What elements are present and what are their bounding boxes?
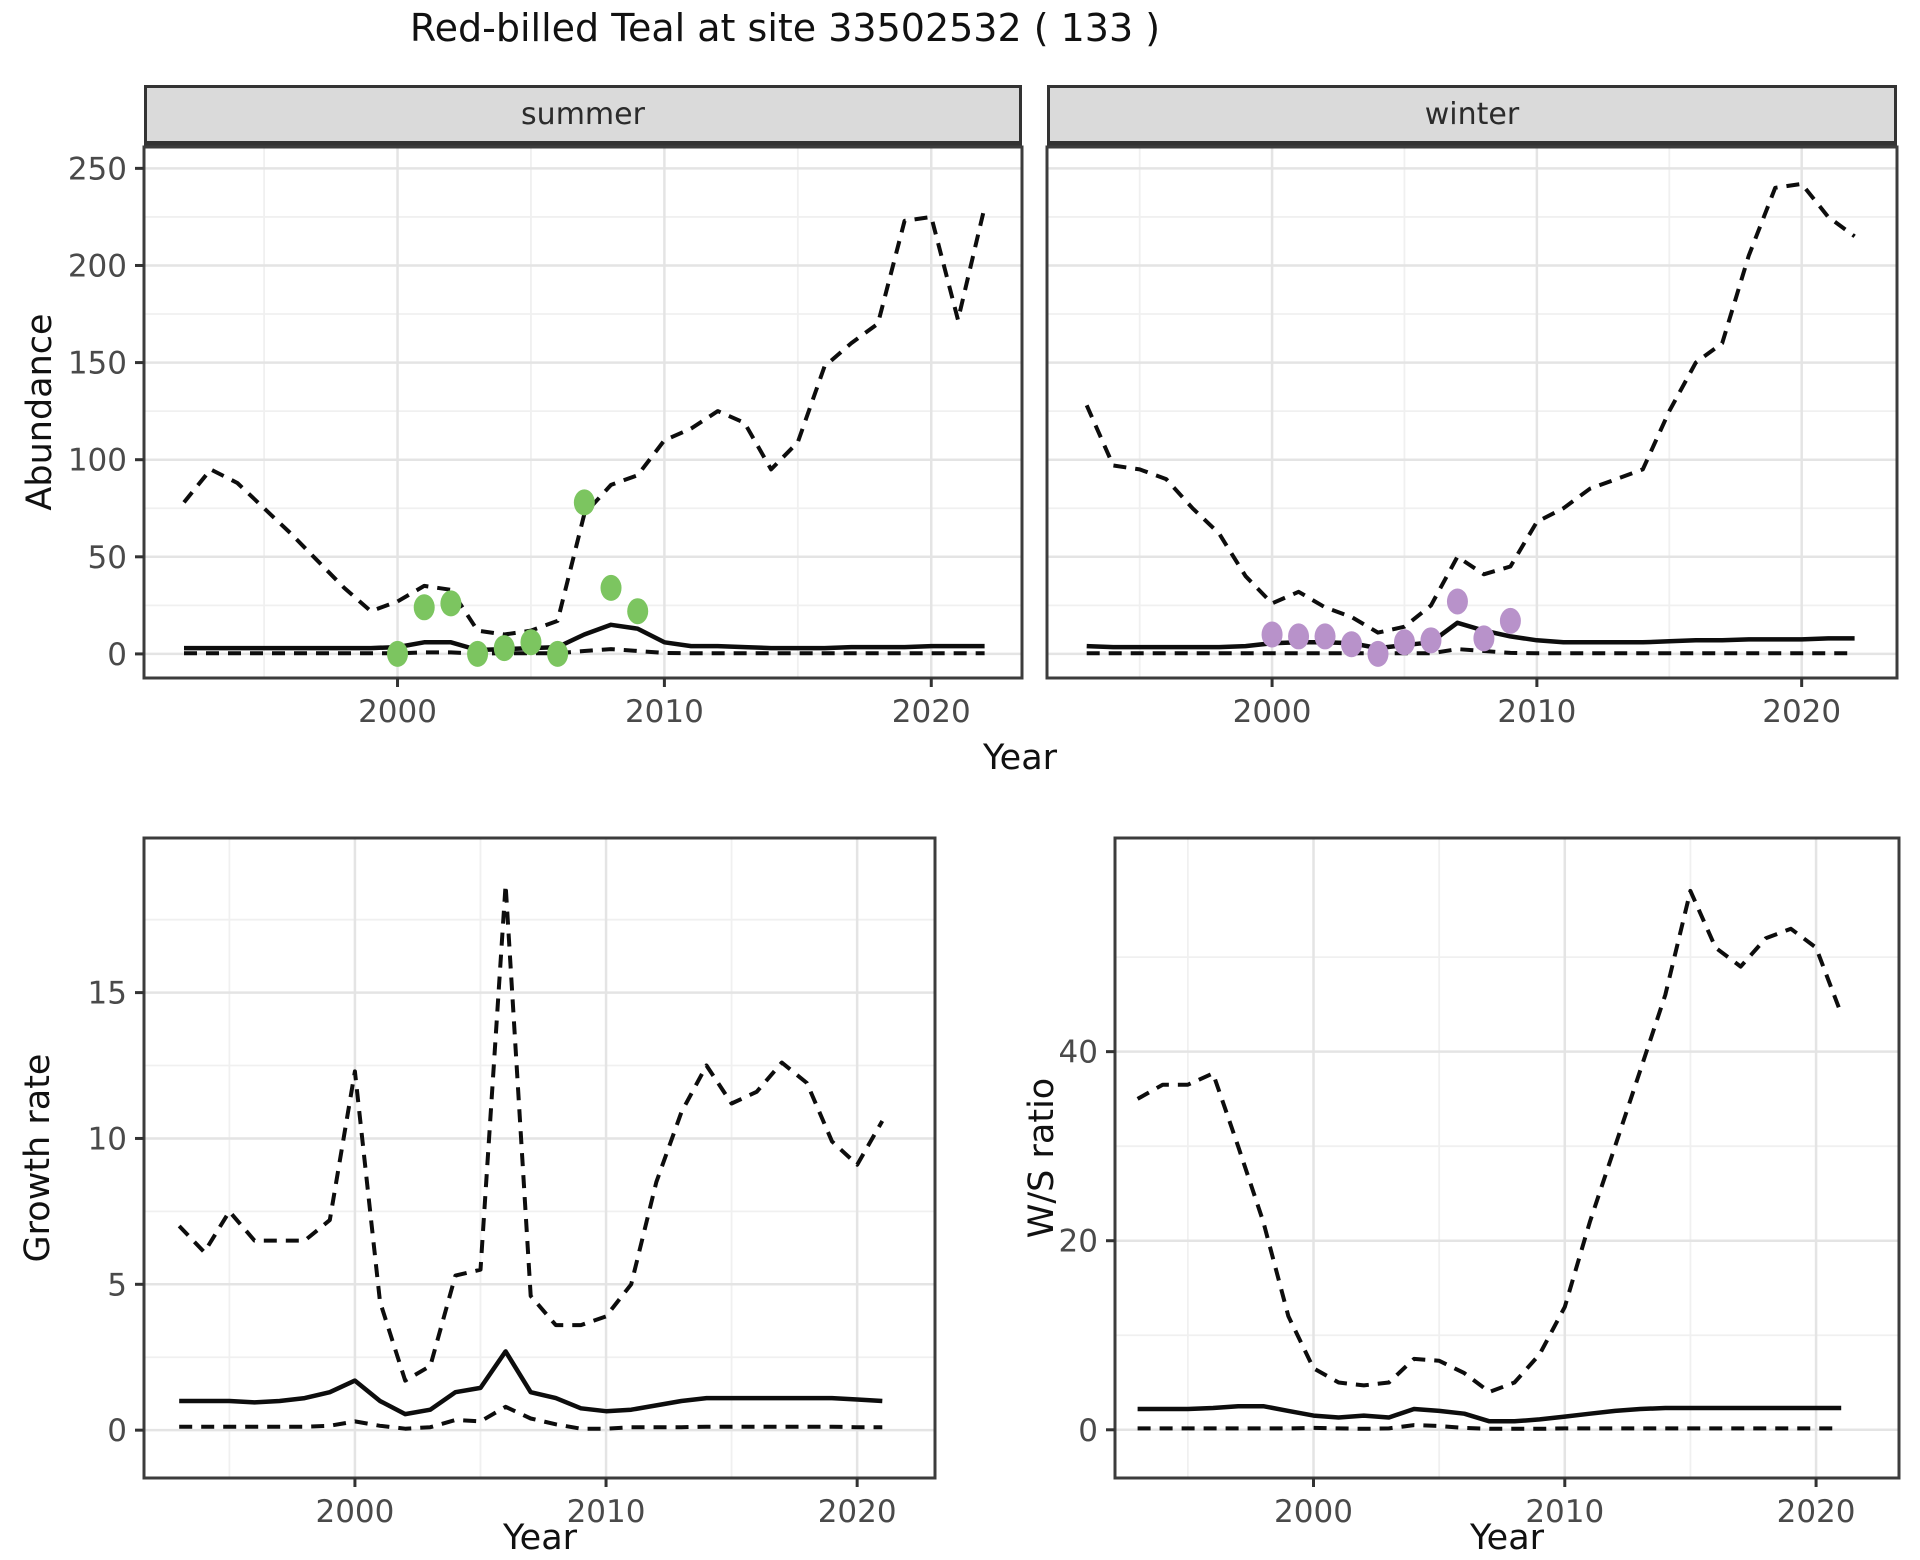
series-median_model_estimate (184, 622, 985, 653)
y-tick-label: 5 (107, 1267, 127, 1303)
series-upper_97_5_percentile (177, 882, 885, 1383)
x-tick-label: 2010 (567, 1494, 646, 1530)
series-upper_97_5_percentile (1084, 181, 1856, 635)
observed-point (1288, 623, 1310, 650)
y-tick-label: 0 (107, 637, 127, 673)
y-tick-label: 200 (68, 248, 127, 284)
y-tick-label: 0 (1078, 1413, 1098, 1449)
observed-point (1446, 588, 1468, 615)
panel-background-abundance_winter (1047, 147, 1897, 678)
x-tick-label: 2010 (625, 694, 704, 730)
panel-border-growth_rate (142, 836, 937, 1480)
observed-point (440, 590, 462, 617)
observed-point (493, 635, 515, 662)
observed-point (573, 489, 595, 516)
observed-point (1499, 607, 1521, 634)
facet-strip-winter: winter (1047, 85, 1897, 147)
facet-strip-summer-label: summer (521, 97, 645, 132)
observed-point (1420, 627, 1442, 654)
observed-point (1261, 621, 1283, 648)
x-axis-title-top: Year (982, 738, 1058, 778)
x-tick-label: 2010 (1525, 1494, 1604, 1530)
x-tick-label: 2000 (315, 1494, 394, 1530)
series-median_model_estimate (1137, 1403, 1842, 1424)
x-tick-label: 2000 (1233, 694, 1312, 730)
series-lower_2_5_percentile (179, 1404, 883, 1431)
panel-background-ws_ratio (1115, 838, 1899, 1478)
series-lower_2_5_percentile (1086, 647, 1855, 656)
panel-background-abundance_summer (144, 147, 1022, 678)
y-axis-title-abundance: Abundance (20, 313, 60, 511)
observed-point (1341, 631, 1363, 658)
observed-point (520, 629, 542, 656)
x-tick-label: 2020 (1762, 694, 1841, 730)
x-tick-label: 2000 (1274, 1494, 1353, 1530)
y-tick-label: 50 (88, 540, 127, 576)
y-tick-label: 20 (1059, 1224, 1098, 1260)
y-tick-label: 40 (1059, 1035, 1098, 1071)
panel-border-abundance_winter (1045, 145, 1899, 680)
facet-strip-winter-label: winter (1424, 97, 1520, 132)
observed-point (1367, 640, 1389, 667)
observed-point (1314, 623, 1336, 650)
x-axis-title-bottom-right: Year (1469, 1518, 1545, 1558)
x-tick-label: 2000 (358, 694, 437, 730)
observed-point (627, 598, 649, 625)
observed-point (547, 640, 569, 667)
observed-point (467, 640, 489, 667)
observed-point (600, 574, 622, 601)
series-upper_97_5_percentile (1136, 888, 1844, 1394)
plot-title: Red-billed Teal at site 33502532 ( 133 ) (409, 6, 1161, 50)
series-lower_2_5_percentile (1137, 1423, 1842, 1431)
panel-background-growth_rate (144, 838, 935, 1478)
y-tick-label: 15 (88, 976, 127, 1012)
observed-point (1473, 625, 1495, 652)
x-axis-title-bottom-left: Year (502, 1518, 578, 1558)
panel-border-ws_ratio (1113, 836, 1901, 1480)
y-tick-label: 150 (68, 346, 127, 382)
x-tick-label: 2020 (892, 694, 971, 730)
series-median_model_estimate (179, 1349, 883, 1417)
y-tick-label: 10 (88, 1121, 127, 1157)
y-axis-title-growth-rate: Growth rate (18, 1053, 58, 1263)
facet-strip-summer: summer (144, 85, 1022, 147)
observed-point (387, 640, 409, 667)
observed-point (413, 594, 435, 621)
panel-border-abundance_summer (142, 145, 1024, 680)
y-tick-label: 250 (68, 151, 127, 187)
observed-point (1393, 629, 1415, 656)
y-tick-label: 100 (68, 443, 127, 479)
x-tick-label: 2020 (1777, 1494, 1856, 1530)
y-tick-label: 0 (107, 1413, 127, 1449)
x-tick-label: 2010 (1497, 694, 1576, 730)
x-tick-label: 2020 (818, 1494, 897, 1530)
series-lower_2_5_percentile (184, 647, 985, 656)
y-axis-title-ws-ratio: W/S ratio (1022, 1077, 1062, 1239)
series-median_model_estimate (1086, 620, 1855, 651)
